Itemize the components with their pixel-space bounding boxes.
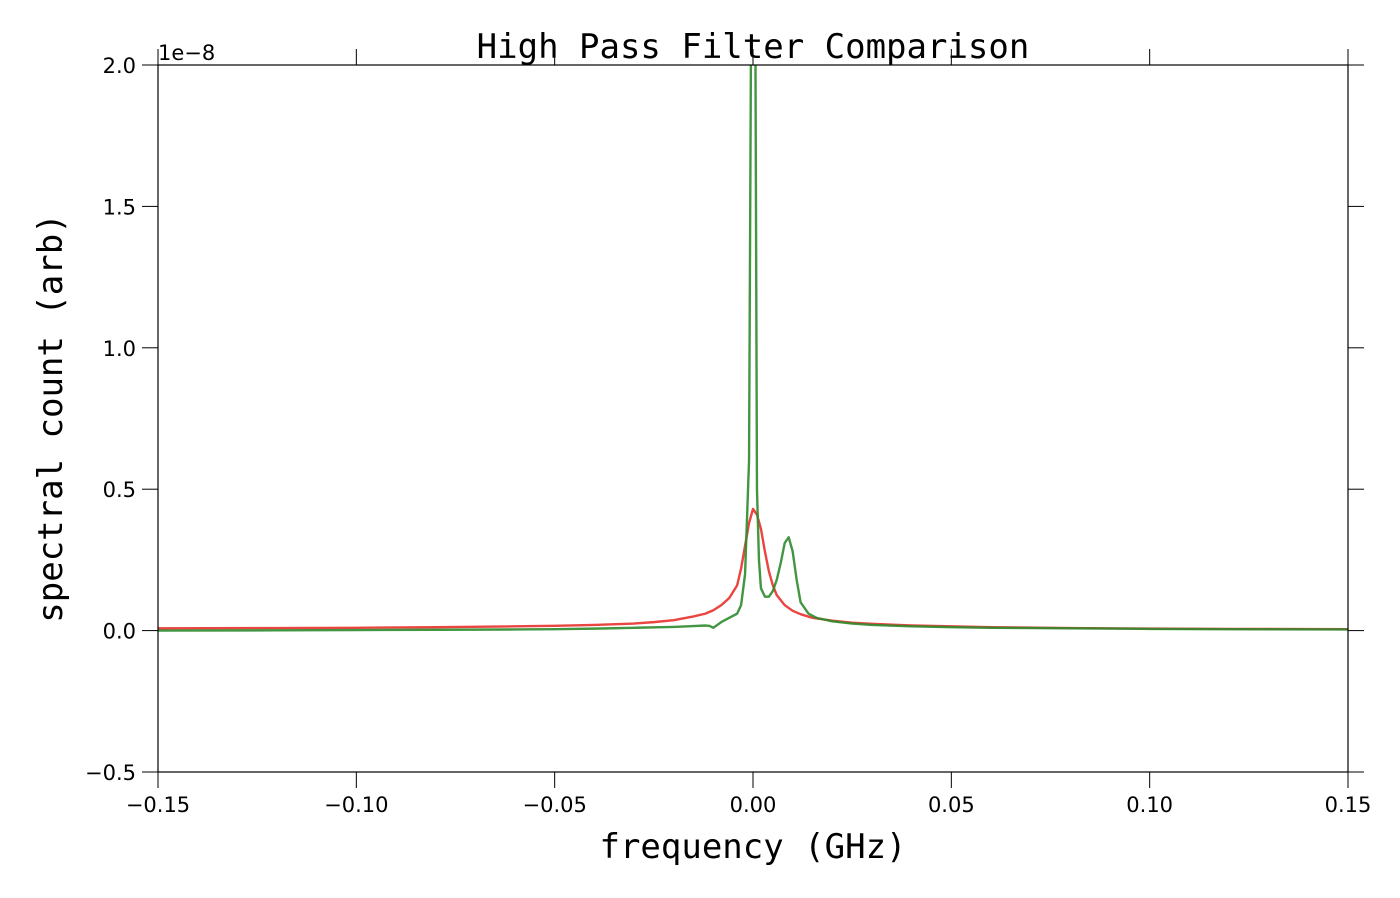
y-axis-label: spectral count (arb) xyxy=(31,213,71,622)
x-tick-label-6: 0.15 xyxy=(1325,793,1372,817)
x-tick-label-2: −0.05 xyxy=(522,793,586,817)
y-tick-label-5: 2.0 xyxy=(103,54,136,78)
y-tick-label-4: 1.5 xyxy=(103,195,136,219)
x-tick-label-3: 0.00 xyxy=(730,793,777,817)
series-line-2 xyxy=(158,65,1348,632)
x-tick-label-4: 0.05 xyxy=(928,793,975,817)
y-tick-label-3: 1.0 xyxy=(103,337,136,361)
x-tick-label-0: −0.15 xyxy=(126,793,190,817)
x-tick-label-1: −0.10 xyxy=(324,793,388,817)
x-axis-label: frequency (GHz) xyxy=(599,827,906,867)
series-line-1 xyxy=(158,507,1348,631)
ticks-group: −0.15 −0.10 −0.05 0.00 0.05 0.10 0.15 −0.5 0.0 0.… xyxy=(85,49,1371,817)
series-group xyxy=(158,65,1348,632)
plot-frame xyxy=(157,64,1349,773)
y-tick-label-2: 0.5 xyxy=(103,478,136,502)
y-tick-label-0: −0.5 xyxy=(85,761,136,785)
x-tick-label-5: 0.10 xyxy=(1126,793,1173,817)
chart-title: High Pass Filter Comparison xyxy=(477,27,1030,67)
y-offset-label: 1e−8 xyxy=(158,41,215,65)
y-tick-label-1: 0.0 xyxy=(103,620,136,644)
